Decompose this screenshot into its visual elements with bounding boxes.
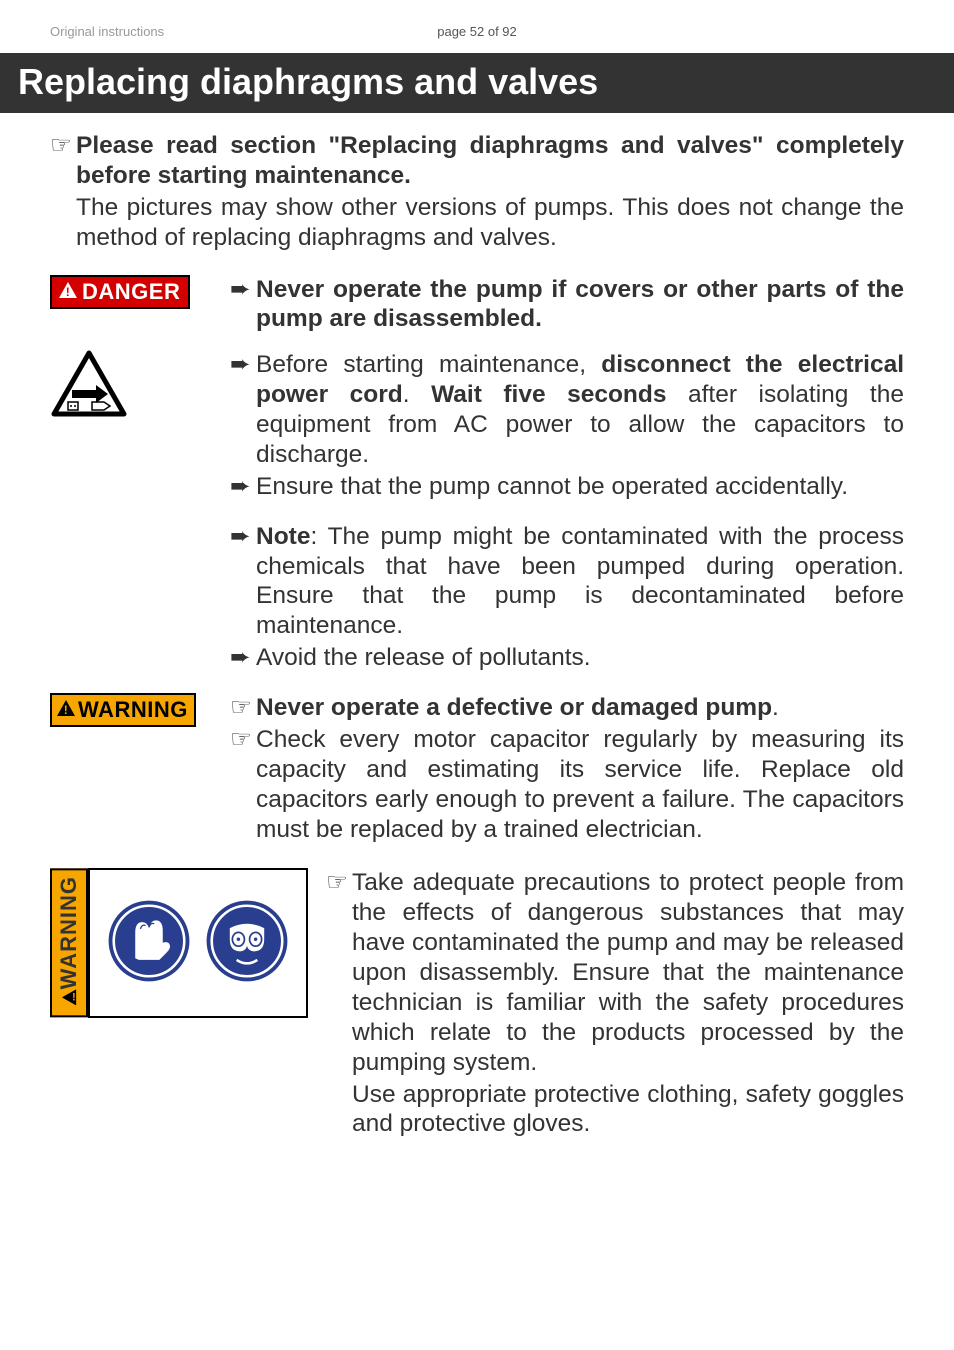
intro-bold: Please read section "Replacing diaphragm… xyxy=(76,131,904,191)
danger-label: ! DANGER xyxy=(50,275,190,309)
ppe-t1: Take adequate precautions to protect peo… xyxy=(352,868,904,1077)
page-number: page 52 of 92 xyxy=(437,24,517,39)
danger-label-text: DANGER xyxy=(82,279,180,305)
danger-b4: Note: The pump might be contaminated wit… xyxy=(256,522,904,642)
intro-rest: The pictures may show other versions of … xyxy=(50,193,904,253)
arrow-icon: ➨ xyxy=(230,275,256,335)
warning-label-text: WARNING xyxy=(78,697,188,723)
ppe-t2: Use appropriate protective clothing, saf… xyxy=(326,1080,904,1140)
warning-triangle-icon: ! xyxy=(56,699,76,721)
svg-text:!: ! xyxy=(72,992,76,1004)
danger-b1: Never operate the pump if covers or othe… xyxy=(256,275,904,335)
danger-b5: Avoid the release of pollutants. xyxy=(256,643,904,673)
section-title: Replacing diaphragms and valves xyxy=(0,53,954,113)
danger-b2: Before starting maintenance, disconnect … xyxy=(256,350,904,470)
arrow-icon: ➨ xyxy=(230,350,256,470)
warning-b1: Never operate a defective or damaged pum… xyxy=(256,693,904,723)
pointer-icon: ☞ xyxy=(230,693,256,723)
gloves-icon xyxy=(106,898,192,989)
arrow-icon: ➨ xyxy=(230,643,256,673)
warning-vertical-label: ! WARNING xyxy=(50,868,88,1017)
arrow-icon: ➨ xyxy=(230,522,256,642)
warning-label: ! WARNING xyxy=(50,693,196,727)
warning-vertical-text: WARNING xyxy=(56,876,82,989)
arrow-icon: ➨ xyxy=(230,472,256,502)
pointer-icon: ☞ xyxy=(326,868,352,1077)
svg-text:!: ! xyxy=(66,285,71,299)
ppe-icon-box xyxy=(88,868,308,1017)
pointer-icon: ☞ xyxy=(50,131,76,191)
danger-b3: Ensure that the pump cannot be operated … xyxy=(256,472,904,502)
goggles-icon xyxy=(204,898,290,989)
header-left: Original instructions xyxy=(50,24,164,39)
pointer-icon: ☞ xyxy=(230,725,256,845)
disconnect-power-icon xyxy=(50,407,128,424)
warning-triangle-icon: ! xyxy=(61,985,77,1011)
warning-triangle-icon: ! xyxy=(58,281,78,303)
svg-text:!: ! xyxy=(64,703,69,717)
warning-b2: Check every motor capacitor regularly by… xyxy=(256,725,904,845)
